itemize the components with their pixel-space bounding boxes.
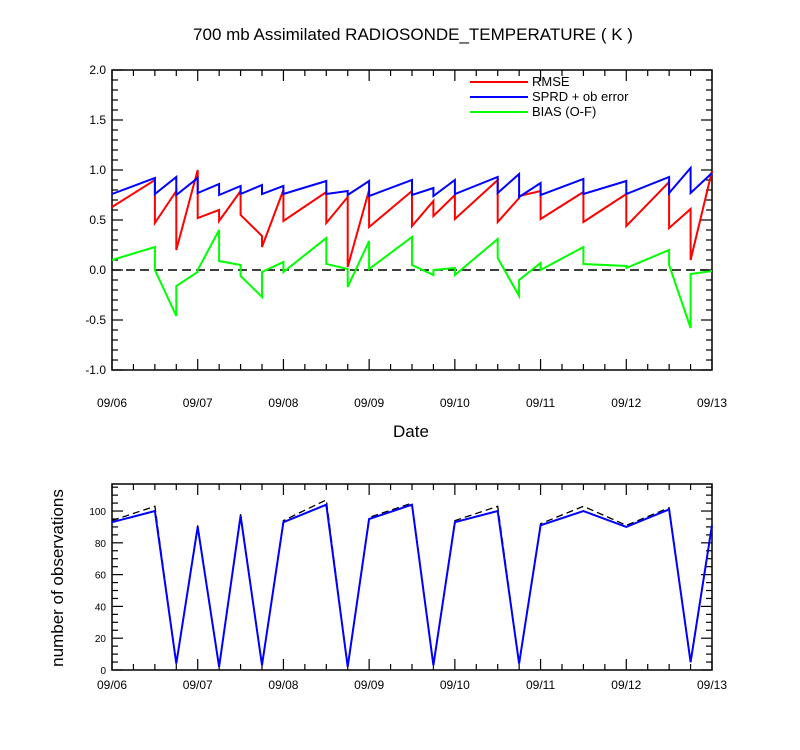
series-line-rmse (111, 169, 713, 268)
x-tick-label: 09/07 (183, 396, 213, 410)
x-tick-label: 09/10 (440, 396, 470, 410)
x-tick-label: 09/11 (526, 396, 555, 410)
y-tick-label: 100 (89, 507, 106, 518)
x-tick-label: 09/07 (183, 678, 213, 692)
y-tick-label: 2.0 (89, 63, 106, 77)
y-tick-label: 40 (95, 602, 107, 613)
y-tick-label: 60 (95, 571, 107, 582)
legend-label-bias-o-f: BIAS (O-F) (532, 104, 596, 119)
top-plot: 09/06 09/07 09/08 09/09 09/10 09/11 09/12 09/13… (85, 63, 727, 410)
x-tick-label: 09/06 (97, 678, 127, 692)
x-tick-label: 09/06 (97, 396, 127, 410)
x-tick-label: 09/08 (268, 396, 298, 410)
x-axis-label: Date (393, 422, 429, 441)
y-tick-label: -1.0 (85, 363, 106, 377)
series-line-bias-o-f (111, 229, 713, 329)
y-tick-label: 1.5 (89, 113, 106, 127)
x-tick-label: 09/10 (440, 678, 470, 692)
legend-label-sprd-ob-error: SPRD + ob error (532, 89, 629, 104)
x-tick-label: 09/08 (268, 678, 298, 692)
y-tick-label: 0.5 (89, 213, 106, 227)
y-tick-label: -0.5 (85, 313, 106, 327)
x-tick-label: 09/13 (697, 678, 727, 692)
y-tick-label: 20 (95, 634, 107, 645)
y-tick-label: 1.0 (89, 163, 106, 177)
bottom-plot: 09/06 09/07 09/08 09/09 09/10 09/11 09/12 09/13… (89, 483, 727, 692)
y-tick-label: 0 (100, 666, 106, 677)
x-tick-label: 09/09 (354, 678, 384, 692)
y-tick-label: 0.0 (89, 263, 106, 277)
x-tick-label: 09/12 (611, 396, 641, 410)
series-line-observations-assimilated (111, 503, 713, 667)
x-tick-label: 09/12 (611, 678, 641, 692)
x-tick-label: 09/11 (526, 678, 555, 692)
x-tick-label: 09/09 (354, 396, 384, 410)
chart-title: 700 mb Assimilated RADIOSONDE_TEMPERATUR… (193, 25, 633, 44)
series-line-sprd-ob-error (111, 165, 713, 199)
y-axis-label-observations: number of observations (48, 489, 67, 667)
x-tick-label: 09/13 (697, 396, 727, 410)
y-tick-label: 80 (95, 539, 107, 550)
legend-label-rmse: RMSE (532, 74, 570, 89)
